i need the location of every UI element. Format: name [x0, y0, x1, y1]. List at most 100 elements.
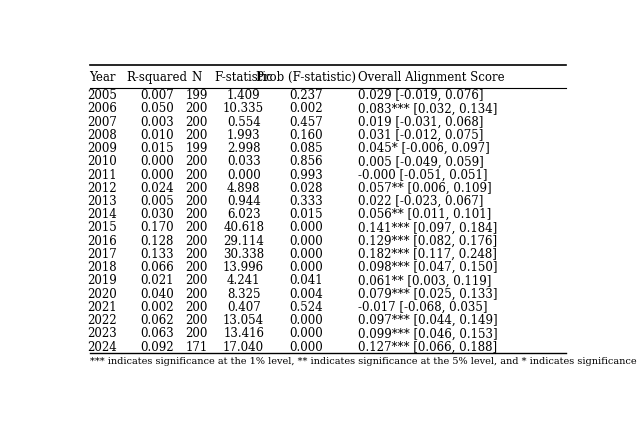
Text: 0.061** [0.003, 0.119]: 0.061** [0.003, 0.119] — [358, 274, 491, 287]
Text: 0.022 [-0.023, 0.067]: 0.022 [-0.023, 0.067] — [358, 194, 483, 207]
Text: 0.004: 0.004 — [289, 287, 323, 300]
Text: 0.000: 0.000 — [289, 340, 323, 353]
Text: 0.129*** [0.082, 0.176]: 0.129*** [0.082, 0.176] — [358, 234, 497, 247]
Text: 0.010: 0.010 — [140, 128, 173, 141]
Text: 200: 200 — [186, 128, 208, 141]
Text: 0.041: 0.041 — [289, 274, 323, 287]
Text: 0.128: 0.128 — [140, 234, 173, 247]
Text: 0.099*** [0.046, 0.153]: 0.099*** [0.046, 0.153] — [358, 326, 497, 339]
Text: 2018: 2018 — [88, 260, 117, 273]
Text: 0.057** [0.006, 0.109]: 0.057** [0.006, 0.109] — [358, 181, 492, 194]
Text: 10.335: 10.335 — [223, 102, 264, 115]
Text: 2014: 2014 — [88, 208, 117, 221]
Text: R-squared: R-squared — [126, 71, 188, 84]
Text: 2006: 2006 — [88, 102, 117, 115]
Text: 0.944: 0.944 — [227, 194, 260, 207]
Text: 0.127*** [0.066, 0.188]: 0.127*** [0.066, 0.188] — [358, 340, 497, 353]
Text: 2024: 2024 — [88, 340, 117, 353]
Text: 0.098*** [0.047, 0.150]: 0.098*** [0.047, 0.150] — [358, 260, 497, 273]
Text: 0.000: 0.000 — [140, 155, 173, 168]
Text: 0.015: 0.015 — [289, 208, 323, 221]
Text: 0.030: 0.030 — [140, 208, 173, 221]
Text: 13.996: 13.996 — [223, 260, 264, 273]
Text: 0.085: 0.085 — [289, 142, 323, 155]
Text: 4.241: 4.241 — [227, 274, 260, 287]
Text: *** indicates significance at the 1% level, ** indicates significance at the 5% : *** indicates significance at the 1% lev… — [90, 356, 640, 365]
Text: 200: 200 — [186, 208, 208, 221]
Text: 200: 200 — [186, 326, 208, 339]
Text: 0.005: 0.005 — [140, 194, 173, 207]
Text: 0.457: 0.457 — [289, 115, 323, 128]
Text: 13.054: 13.054 — [223, 313, 264, 326]
Text: 2011: 2011 — [88, 168, 117, 181]
Text: 0.003: 0.003 — [140, 115, 173, 128]
Text: 6.023: 6.023 — [227, 208, 260, 221]
Text: 0.993: 0.993 — [289, 168, 323, 181]
Text: 0.000: 0.000 — [289, 313, 323, 326]
Text: 200: 200 — [186, 247, 208, 260]
Text: 8.325: 8.325 — [227, 287, 260, 300]
Text: 199: 199 — [186, 142, 208, 155]
Text: 2017: 2017 — [88, 247, 117, 260]
Text: 0.028: 0.028 — [289, 181, 323, 194]
Text: 0.040: 0.040 — [140, 287, 173, 300]
Text: 0.083*** [0.032, 0.134]: 0.083*** [0.032, 0.134] — [358, 102, 497, 115]
Text: 0.182*** [0.117, 0.248]: 0.182*** [0.117, 0.248] — [358, 247, 497, 260]
Text: 0.021: 0.021 — [140, 274, 173, 287]
Text: 0.005 [-0.049, 0.059]: 0.005 [-0.049, 0.059] — [358, 155, 483, 168]
Text: 0.237: 0.237 — [289, 89, 323, 102]
Text: 0.050: 0.050 — [140, 102, 173, 115]
Text: 0.000: 0.000 — [289, 234, 323, 247]
Text: 200: 200 — [186, 155, 208, 168]
Text: Overall Alignment Score: Overall Alignment Score — [358, 71, 504, 84]
Text: 2016: 2016 — [88, 234, 117, 247]
Text: 2.998: 2.998 — [227, 142, 260, 155]
Text: 0.045* [-0.006, 0.097]: 0.045* [-0.006, 0.097] — [358, 142, 490, 155]
Text: 0.141*** [0.097, 0.184]: 0.141*** [0.097, 0.184] — [358, 221, 497, 234]
Text: 200: 200 — [186, 221, 208, 234]
Text: 2010: 2010 — [88, 155, 117, 168]
Text: 200: 200 — [186, 300, 208, 313]
Text: 0.062: 0.062 — [140, 313, 173, 326]
Text: 200: 200 — [186, 181, 208, 194]
Text: 0.554: 0.554 — [227, 115, 260, 128]
Text: 1.993: 1.993 — [227, 128, 260, 141]
Text: 29.114: 29.114 — [223, 234, 264, 247]
Text: 4.898: 4.898 — [227, 181, 260, 194]
Text: F-statistic: F-statistic — [214, 71, 273, 84]
Text: 0.000: 0.000 — [227, 168, 260, 181]
Text: 0.029 [-0.019, 0.076]: 0.029 [-0.019, 0.076] — [358, 89, 483, 102]
Text: 2005: 2005 — [88, 89, 117, 102]
Text: 0.063: 0.063 — [140, 326, 173, 339]
Text: 200: 200 — [186, 115, 208, 128]
Text: 0.031 [-0.012, 0.075]: 0.031 [-0.012, 0.075] — [358, 128, 483, 141]
Text: 200: 200 — [186, 194, 208, 207]
Text: 200: 200 — [186, 287, 208, 300]
Text: 0.170: 0.170 — [140, 221, 173, 234]
Text: 0.407: 0.407 — [227, 300, 260, 313]
Text: 0.856: 0.856 — [289, 155, 323, 168]
Text: 200: 200 — [186, 168, 208, 181]
Text: 200: 200 — [186, 274, 208, 287]
Text: 0.019 [-0.031, 0.068]: 0.019 [-0.031, 0.068] — [358, 115, 483, 128]
Text: 13.416: 13.416 — [223, 326, 264, 339]
Text: 0.000: 0.000 — [289, 326, 323, 339]
Text: 200: 200 — [186, 102, 208, 115]
Text: 0.000: 0.000 — [289, 260, 323, 273]
Text: 200: 200 — [186, 313, 208, 326]
Text: 0.033: 0.033 — [227, 155, 260, 168]
Text: 30.338: 30.338 — [223, 247, 264, 260]
Text: 0.066: 0.066 — [140, 260, 173, 273]
Text: 0.015: 0.015 — [140, 142, 173, 155]
Text: 17.040: 17.040 — [223, 340, 264, 353]
Text: -0.000 [-0.051, 0.051]: -0.000 [-0.051, 0.051] — [358, 168, 487, 181]
Text: 2015: 2015 — [88, 221, 117, 234]
Text: Year: Year — [89, 71, 116, 84]
Text: 0.092: 0.092 — [140, 340, 173, 353]
Text: 2022: 2022 — [88, 313, 117, 326]
Text: 0.524: 0.524 — [289, 300, 323, 313]
Text: 0.007: 0.007 — [140, 89, 173, 102]
Text: 2013: 2013 — [88, 194, 117, 207]
Text: 0.000: 0.000 — [289, 221, 323, 234]
Text: 2021: 2021 — [88, 300, 117, 313]
